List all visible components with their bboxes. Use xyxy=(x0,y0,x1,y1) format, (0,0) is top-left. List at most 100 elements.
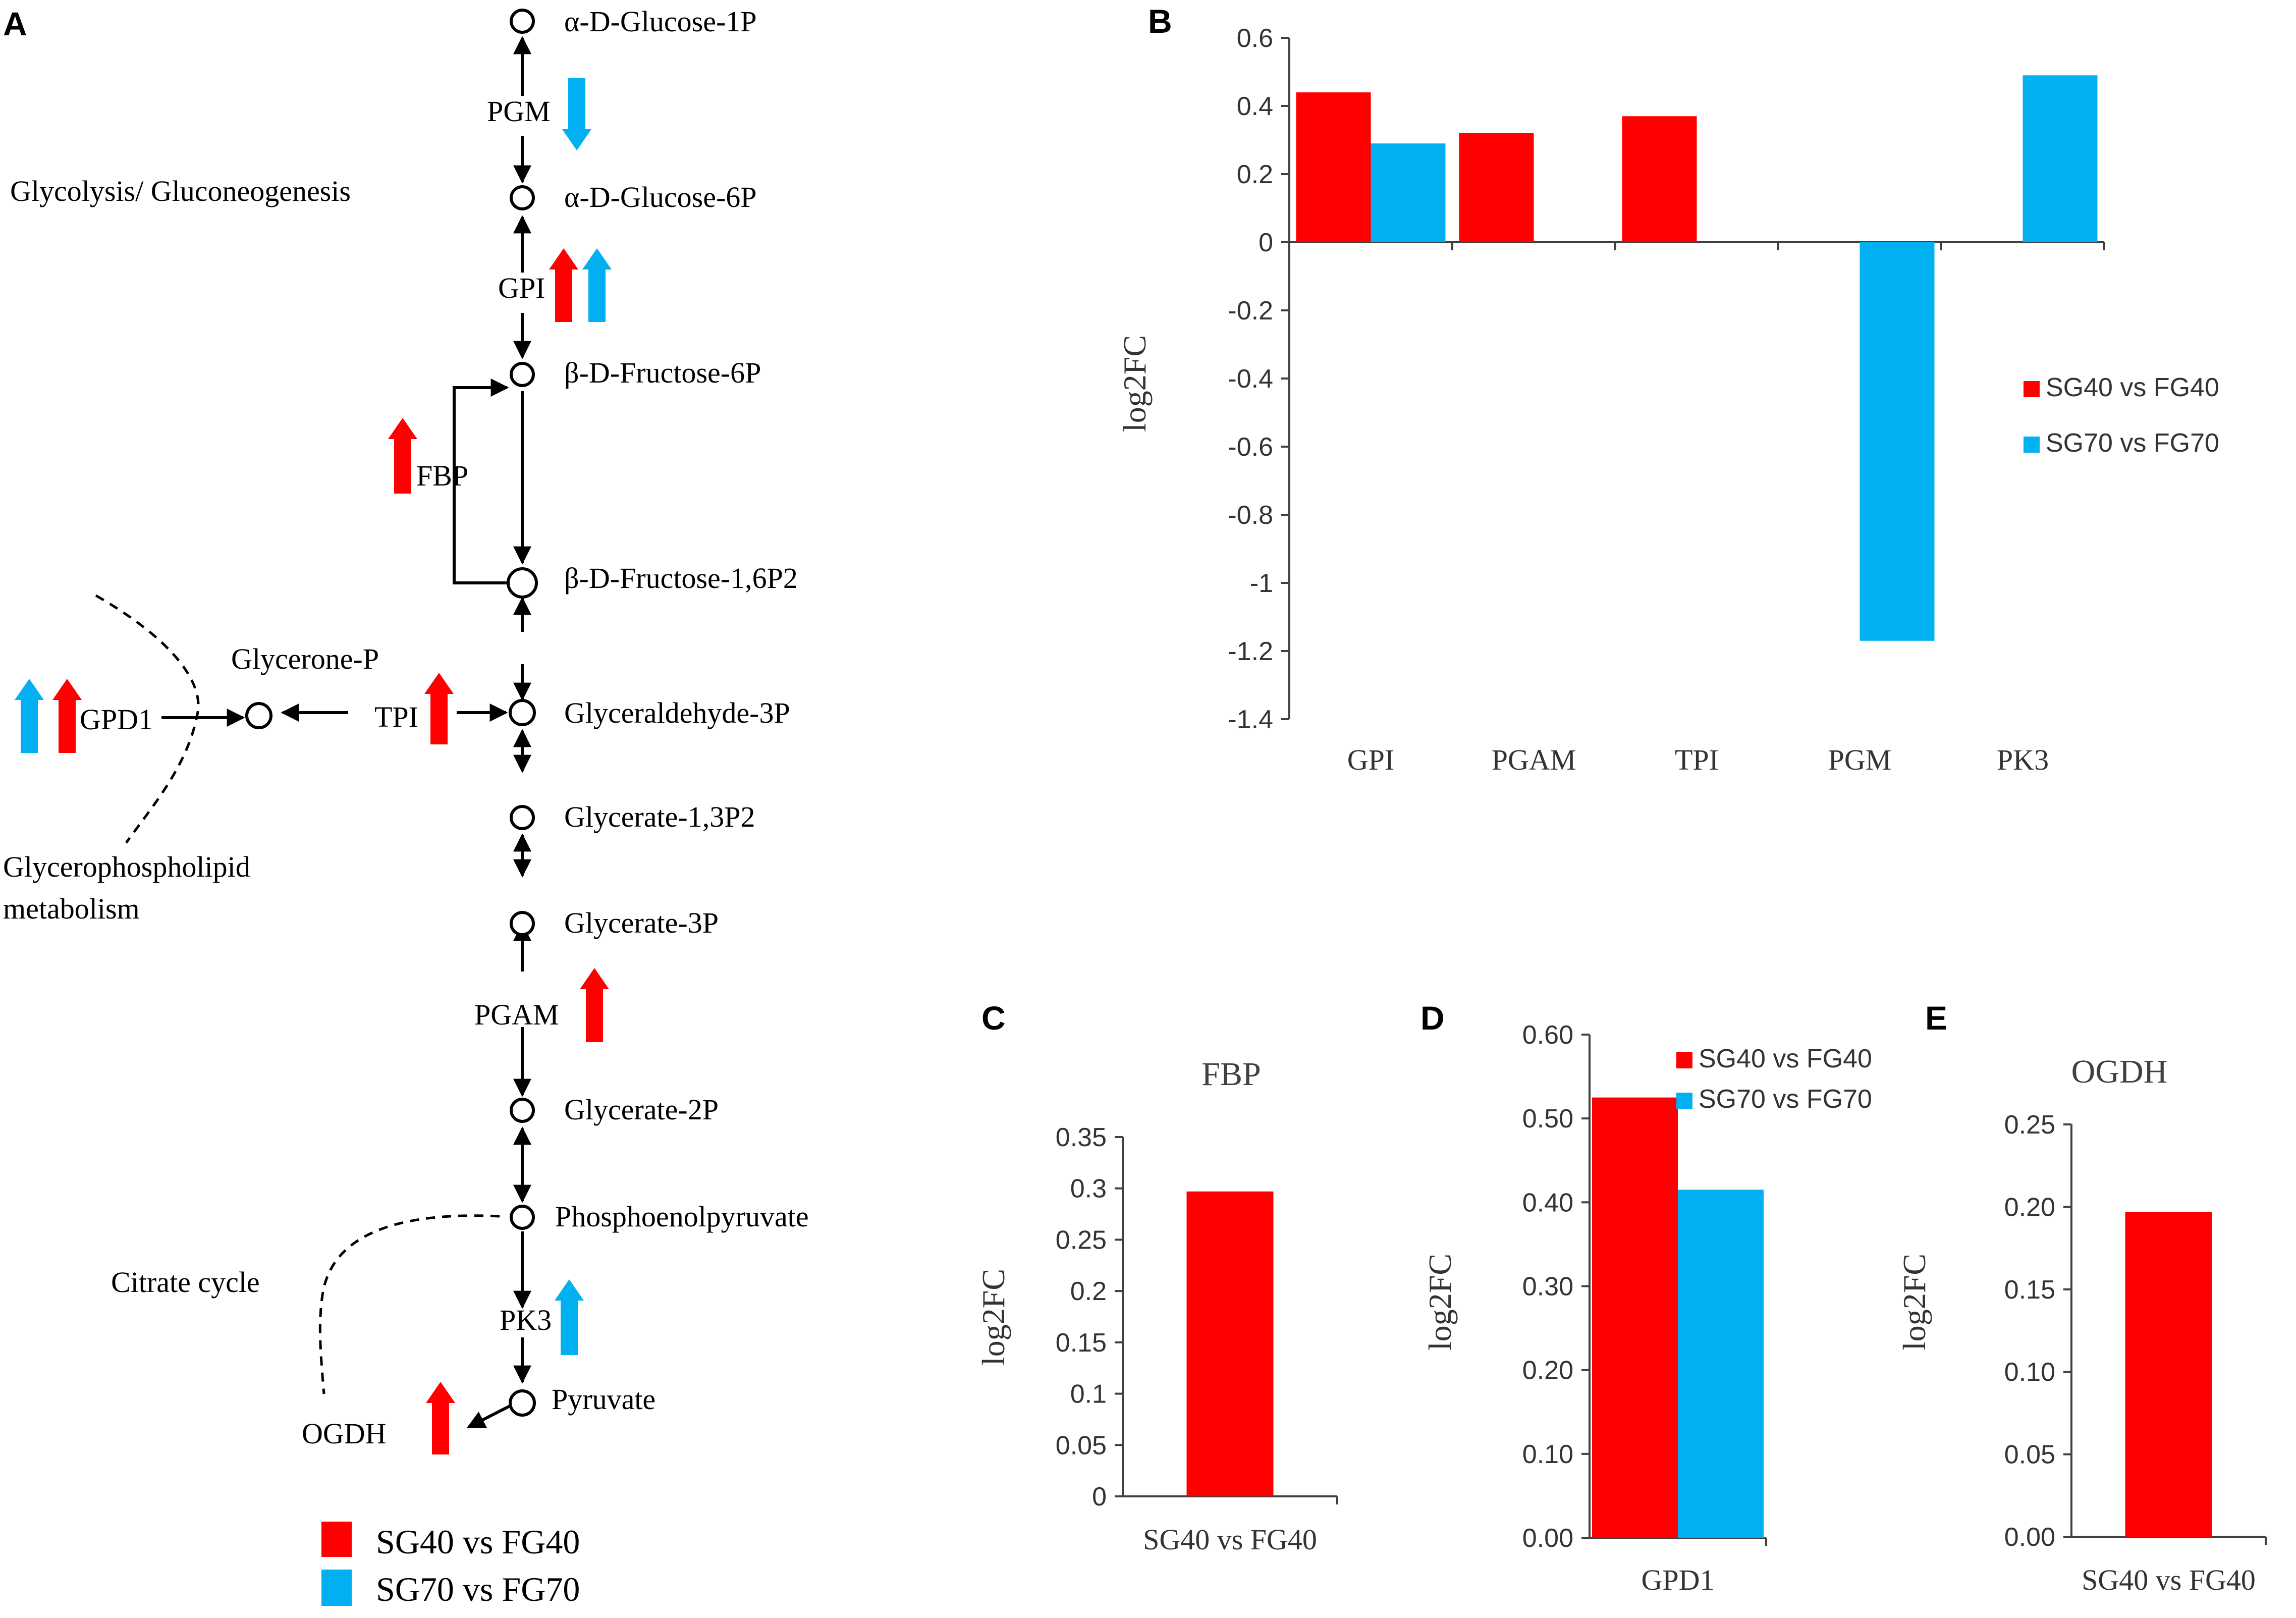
legend-swatch xyxy=(2024,381,2040,397)
y-tick-label: 0.35 xyxy=(1056,1123,1107,1152)
enzyme-fbp: FBP xyxy=(416,459,468,492)
metabolite-node xyxy=(510,911,535,936)
legend-label: SG70 vs FG70 xyxy=(2046,428,2219,458)
x-category-label: TPI xyxy=(1675,743,1719,776)
bar-pk3-sg70 xyxy=(2022,75,2098,242)
ogdh-up-arrow-icon xyxy=(426,1382,455,1454)
side-pathway-metabolism: metabolism xyxy=(3,892,140,925)
legend-label: SG70 vs FG70 xyxy=(1699,1085,1872,1114)
x-category-label: PGAM xyxy=(1492,743,1576,776)
legend-label-sg70: SG70 vs FG70 xyxy=(376,1570,580,1608)
x-category-label: PK3 xyxy=(1997,743,2049,776)
y-tick-label: 0.25 xyxy=(1056,1225,1107,1255)
metabolite-glucose-1p: α-D-Glucose-1P xyxy=(564,5,757,38)
bar-gpd1-sg40 xyxy=(1592,1097,1678,1538)
panel-label-a: A xyxy=(3,5,27,42)
y-tick-label: 0.1 xyxy=(1070,1380,1107,1409)
y-tick-label: -0.6 xyxy=(1228,433,1273,462)
y-tick-label: -1 xyxy=(1250,569,1273,598)
y-tick-label: -0.8 xyxy=(1228,501,1273,530)
bar-gpd1-sg70 xyxy=(1678,1190,1764,1538)
metabolite-node xyxy=(510,362,535,387)
y-tick-label: 0.10 xyxy=(1522,1440,1573,1469)
metabolite-node xyxy=(509,1389,536,1417)
y-tick-label: 0.00 xyxy=(1522,1524,1573,1553)
legend-label: SG40 vs FG40 xyxy=(2046,373,2219,402)
legend-label: SG40 vs FG40 xyxy=(1699,1044,1872,1073)
chart-b: 0.6 0.4 0.2 0 -0.2 -0.4 -0.6 -0.8 -1 -1.2 -1.4 GPI P… xyxy=(1117,24,2219,776)
bar-tpi-sg40 xyxy=(1622,116,1697,242)
y-tick-label: 0.15 xyxy=(1056,1328,1107,1358)
bar-pgam-sg40 xyxy=(1459,133,1534,242)
tpi-up-arrow-icon xyxy=(424,673,454,744)
gpd1-up-arrow-sg70-icon xyxy=(15,679,44,753)
metabolite-glucose-6p: α-D-Glucose-6P xyxy=(564,181,757,213)
x-category-label: SG40 vs FG40 xyxy=(2082,1563,2256,1596)
metabolite-pep: Phosphoenolpyruvate xyxy=(555,1200,809,1233)
side-pathway-citrate: Citrate cycle xyxy=(111,1266,260,1299)
panel-label-e: E xyxy=(1925,999,1947,1037)
metabolite-glycerate-2p: Glycerate-2P xyxy=(564,1093,719,1126)
legend-swatch xyxy=(1676,1052,1692,1068)
bar-sg40-vs-fg40-sg40 xyxy=(2125,1212,2212,1537)
y-tick-label: -0.2 xyxy=(1228,296,1273,326)
chart-d: 0.00 0.10 0.20 0.30 0.40 0.50 0.60 GPD1 log2FC SG… xyxy=(1422,1020,1872,1596)
metabolite-node xyxy=(510,1098,535,1123)
metabolite-node xyxy=(510,805,535,830)
y-tick-label: 0.10 xyxy=(2004,1358,2055,1387)
chart-c: 0 0.05 0.1 0.15 0.2 0.25 0.3 0.35 SG40 vs FG40 lo… xyxy=(975,1056,1338,1556)
pathway-title: Glycolysis/ Gluconeogenesis xyxy=(10,175,351,207)
pathway-connectors xyxy=(161,36,531,1429)
y-axis-label: log2FC xyxy=(1422,1254,1458,1351)
y-tick-label: 0.40 xyxy=(1522,1188,1573,1217)
bar-sg40-vs-fg40-sg40 xyxy=(1186,1191,1274,1496)
enzyme-pk3: PK3 xyxy=(500,1304,552,1336)
metabolite-glycerate-3p: Glycerate-3P xyxy=(564,906,719,939)
metabolite-glycerone-p: Glycerone-P xyxy=(231,642,379,675)
glycerophospholipid-boundary xyxy=(95,594,200,844)
side-pathway-glycerophospholipid: Glycerophospholipid xyxy=(3,850,250,883)
y-tick-label: 0.20 xyxy=(2004,1193,2055,1222)
y-tick-label: -1.2 xyxy=(1228,637,1273,666)
x-category-label: GPD1 xyxy=(1641,1563,1714,1596)
x-category-label: PGM xyxy=(1828,743,1892,776)
x-category-label: SG40 vs FG40 xyxy=(1143,1523,1317,1556)
enzyme-pgm: PGM xyxy=(487,95,551,128)
y-tick-label: 0.60 xyxy=(1522,1020,1573,1050)
enzyme-tpi: TPI xyxy=(374,700,418,733)
y-tick-label: 0 xyxy=(1259,228,1273,257)
pgm-down-arrow-icon xyxy=(562,78,591,150)
panel-label-c: C xyxy=(981,999,1006,1037)
y-tick-label: 0.6 xyxy=(1237,24,1273,53)
enzyme-pgam: PGAM xyxy=(474,998,559,1031)
panel-label-d: D xyxy=(1420,999,1445,1037)
y-tick-label: 0.05 xyxy=(2004,1440,2055,1470)
legend-swatch xyxy=(1676,1093,1692,1109)
x-category-label: GPI xyxy=(1347,743,1394,776)
bar-gpi-sg40 xyxy=(1296,92,1371,242)
y-tick-label: 0.4 xyxy=(1237,92,1273,121)
legend-swatch-sg70 xyxy=(321,1570,352,1606)
panel-label-b: B xyxy=(1148,3,1172,40)
legend-swatch-sg40 xyxy=(321,1522,352,1557)
y-tick-label: 0.2 xyxy=(1070,1277,1107,1306)
bar-gpi-sg70 xyxy=(1371,143,1446,242)
metabolite-fructose-6p: β-D-Fructose-6P xyxy=(564,356,761,389)
metabolite-node xyxy=(510,9,535,34)
gpd1-up-arrow-sg40-icon xyxy=(52,679,82,753)
y-axis-label: log2FC xyxy=(1896,1254,1932,1351)
metabolite-node xyxy=(510,1205,535,1230)
y-tick-label: 0.25 xyxy=(2004,1110,2055,1140)
pk3-up-arrow-icon xyxy=(555,1279,584,1355)
panel-a-pathway: A Glycolysis/ Gluconeogenesis xyxy=(3,5,809,1608)
metabolite-fructose-16p2: β-D-Fructose-1,6P2 xyxy=(564,562,798,595)
y-tick-label: 0.05 xyxy=(1056,1431,1107,1460)
metabolite-node xyxy=(245,702,272,729)
y-axis-label: log2FC xyxy=(975,1269,1011,1366)
enzyme-gpd1: GPD1 xyxy=(80,703,153,736)
gpi-up-arrow-sg70-icon xyxy=(582,248,612,322)
fbp-up-arrow-icon xyxy=(388,418,417,494)
metabolite-glycerate-13p2: Glycerate-1,3P2 xyxy=(564,800,755,833)
chart-e: 0.00 0.05 0.10 0.15 0.20 0.25 SG40 vs FG40 log2… xyxy=(1896,1053,2267,1596)
